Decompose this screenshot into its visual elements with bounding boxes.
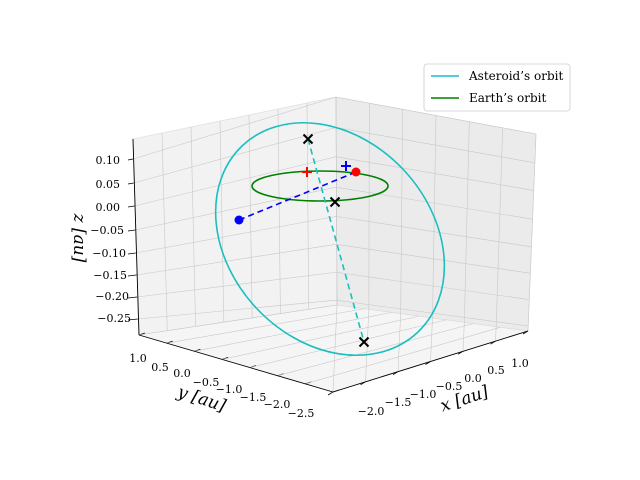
x-tick-labels: −2.0 −1.5 −1.0 −0.5 0.0 0.5 1.0 bbox=[358, 357, 529, 418]
y-tick-labels: 1.0 0.5 0.0 −0.5 −1.0 −1.5 −2.0 −2.5 bbox=[129, 352, 314, 420]
grid-line bbox=[462, 322, 465, 352]
y-tick-label: −1.0 bbox=[216, 383, 243, 396]
legend: Asteroid’s orbit Earth’s orbit bbox=[423, 63, 571, 112]
x-tick-label: 0.5 bbox=[487, 364, 505, 377]
z-tick-label: −0.15 bbox=[93, 269, 127, 282]
z-tick-label: −0.10 bbox=[92, 247, 126, 260]
grid-line bbox=[249, 319, 446, 368]
tick-mark bbox=[127, 252, 136, 255]
grid-line bbox=[190, 126, 196, 327]
tick-mark bbox=[327, 391, 334, 396]
grid-line bbox=[161, 132, 168, 331]
z-tick-label: 0.10 bbox=[96, 154, 121, 167]
z-axis-line bbox=[132, 138, 140, 336]
grid-line bbox=[397, 313, 401, 372]
node-marker-bottom bbox=[358, 336, 370, 348]
grid-line bbox=[138, 304, 338, 336]
grid-line bbox=[134, 156, 337, 207]
legend-box bbox=[423, 63, 571, 112]
y-tick-label: −2.5 bbox=[288, 407, 315, 420]
x-tick-label: −1.5 bbox=[385, 396, 412, 409]
x-tick-label: −0.5 bbox=[436, 380, 463, 393]
node-marker-top bbox=[302, 133, 314, 145]
z-tick-label: −0.20 bbox=[95, 290, 129, 303]
y-tick-label: 0.0 bbox=[173, 367, 191, 380]
tick-mark bbox=[127, 274, 137, 277]
tick-mark bbox=[127, 229, 136, 232]
asteroid-orbit-line bbox=[214, 121, 446, 357]
grid-line bbox=[219, 120, 225, 323]
y-tick-label: 0.5 bbox=[151, 361, 169, 374]
plus-marker-blue bbox=[341, 161, 351, 171]
earth-position-marker bbox=[351, 167, 361, 177]
y-tick-label: −0.5 bbox=[193, 376, 220, 389]
grid-line bbox=[132, 96, 337, 160]
z-axis-label: z [au] bbox=[69, 213, 89, 263]
pane-back-yz bbox=[132, 96, 338, 336]
grid-line bbox=[368, 103, 370, 310]
x-axis-line bbox=[332, 330, 529, 393]
legend-label-earth: Earth’s orbit bbox=[469, 91, 546, 105]
connector-line bbox=[238, 171, 357, 221]
grid-line bbox=[495, 326, 497, 342]
grid-line bbox=[137, 271, 337, 298]
grid-line bbox=[136, 244, 337, 276]
z-tick-label: 0.00 bbox=[96, 201, 121, 214]
grid-line bbox=[277, 108, 281, 314]
grid-line bbox=[222, 315, 419, 360]
asteroid-position-marker bbox=[234, 215, 244, 225]
grid-line bbox=[248, 114, 253, 318]
earth-orbit-line bbox=[251, 170, 389, 202]
grid-line bbox=[332, 304, 338, 393]
grid-line bbox=[135, 216, 337, 254]
y-tick-label: −2.0 bbox=[264, 398, 291, 411]
grid-line bbox=[400, 109, 403, 314]
grid-line bbox=[464, 121, 470, 323]
grid-line bbox=[137, 299, 337, 320]
x-tick-label: 0.0 bbox=[464, 372, 482, 385]
grid-line bbox=[194, 312, 392, 352]
axis-panes bbox=[132, 96, 537, 393]
y-tick-label: −1.5 bbox=[240, 391, 267, 404]
tick-mark bbox=[127, 318, 138, 321]
grid-line bbox=[166, 308, 365, 344]
x-tick-label: −2.0 bbox=[358, 405, 385, 418]
y-axis-line bbox=[138, 334, 334, 393]
node-marker-middle bbox=[329, 196, 341, 208]
grid-line bbox=[133, 127, 337, 184]
tick-mark bbox=[127, 158, 134, 161]
z-tick-label: 0.05 bbox=[96, 178, 121, 191]
line-of-nodes bbox=[307, 138, 365, 343]
plus-marker-red bbox=[302, 167, 312, 177]
grid-line bbox=[527, 133, 537, 332]
x-tick-label: 1.0 bbox=[511, 357, 529, 370]
tick-mark bbox=[127, 205, 135, 208]
z-tick-labels: 0.10 0.05 0.00 −0.05 −0.10 −0.15 −0.20 −… bbox=[90, 154, 131, 325]
y-tick-label: 1.0 bbox=[129, 352, 147, 365]
z-tick-label: −0.05 bbox=[90, 224, 124, 237]
grid-line bbox=[277, 323, 473, 377]
grid-line bbox=[305, 327, 501, 385]
plot-layer bbox=[214, 121, 446, 357]
grid-line bbox=[135, 186, 337, 231]
tick-mark bbox=[127, 182, 134, 185]
tick-mark bbox=[127, 296, 138, 299]
grid-line bbox=[430, 317, 433, 362]
legend-label-asteroid: Asteroid’s orbit bbox=[468, 69, 563, 83]
x-tick-label: −1.0 bbox=[410, 388, 437, 401]
grid-line bbox=[495, 127, 503, 327]
z-tick-label: −0.25 bbox=[97, 312, 131, 325]
